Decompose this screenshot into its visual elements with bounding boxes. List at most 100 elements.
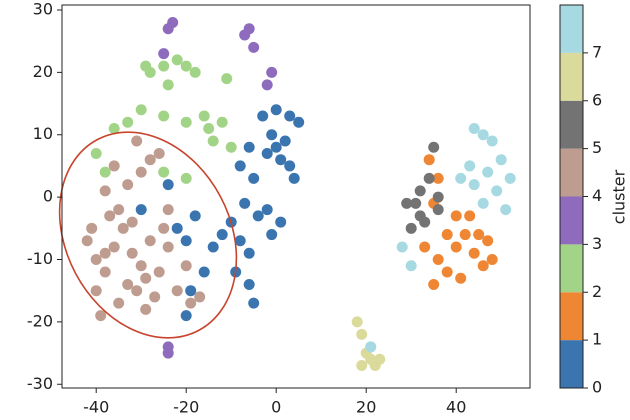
colorbar-swatch (560, 5, 583, 53)
point (504, 172, 516, 184)
point (477, 197, 489, 209)
point (248, 172, 260, 184)
point (486, 254, 498, 266)
point (495, 154, 507, 166)
point (486, 135, 498, 147)
colorbar-swatch (560, 340, 583, 388)
point (482, 166, 494, 178)
point (117, 222, 129, 234)
point (158, 166, 170, 178)
point (261, 147, 273, 159)
point (464, 210, 476, 222)
point (288, 172, 300, 184)
point (108, 160, 120, 172)
point (284, 160, 296, 172)
point (248, 297, 260, 309)
point (432, 254, 444, 266)
point (491, 185, 503, 197)
point (450, 241, 462, 253)
point (275, 154, 287, 166)
point (275, 216, 287, 228)
point (432, 204, 444, 216)
colorbar: 0 1 2 3 4 5 6 7 (559, 4, 602, 397)
point (356, 360, 368, 372)
x-tick-label: -40 (83, 398, 109, 417)
point (414, 185, 426, 197)
colorbar-swatch (560, 148, 583, 197)
plot-frame (61, 4, 531, 389)
points (81, 16, 516, 372)
point (108, 241, 120, 253)
point (468, 179, 480, 191)
point (441, 266, 453, 278)
point (356, 328, 368, 340)
point (140, 60, 152, 72)
point (162, 23, 174, 35)
point (135, 260, 147, 272)
point (135, 204, 147, 216)
point (140, 272, 152, 284)
point (216, 229, 228, 241)
point (428, 141, 440, 153)
point (194, 291, 206, 303)
point (198, 110, 210, 122)
point (185, 297, 197, 309)
x-tick-label: 40 (446, 398, 466, 417)
point (185, 285, 197, 297)
point (180, 235, 192, 247)
point (171, 285, 183, 297)
point (122, 116, 134, 128)
point (90, 285, 102, 297)
point (459, 229, 471, 241)
colorbar-tick-label: 2 (592, 282, 602, 301)
point (189, 210, 201, 222)
point (99, 266, 111, 278)
point (239, 29, 251, 41)
point (90, 147, 102, 159)
point (243, 278, 255, 290)
point (261, 204, 273, 216)
point (405, 260, 417, 272)
point (104, 210, 116, 222)
colorbar-tick-label: 7 (592, 42, 602, 61)
point (207, 135, 219, 147)
colorbar-tick-label: 4 (592, 186, 602, 205)
point (131, 285, 143, 297)
point (153, 266, 165, 278)
y-tick-label: 0 (43, 187, 53, 206)
point (351, 316, 363, 328)
point (144, 235, 156, 247)
point (81, 235, 93, 247)
point (158, 222, 170, 234)
point (477, 260, 489, 272)
point (450, 210, 462, 222)
point (180, 172, 192, 184)
point (122, 278, 134, 290)
point (243, 141, 255, 153)
point (158, 60, 170, 72)
point (203, 123, 215, 135)
point (135, 104, 147, 116)
point (234, 235, 246, 247)
point (95, 310, 107, 322)
point (428, 278, 440, 290)
colorbar-tick-label: 6 (592, 90, 602, 109)
point (423, 172, 435, 184)
point (180, 260, 192, 272)
point (198, 266, 210, 278)
colorbar-tick-label: 5 (592, 138, 602, 157)
colorbar-tick-label: 0 (592, 378, 602, 397)
point (180, 60, 192, 72)
point (180, 310, 192, 322)
point (401, 197, 413, 209)
point (279, 135, 291, 147)
point (455, 172, 467, 184)
point (293, 116, 305, 128)
point (405, 222, 417, 234)
point (266, 129, 278, 141)
point (468, 123, 480, 135)
point (189, 66, 201, 78)
colorbar-label: cluster (610, 169, 629, 224)
point (171, 222, 183, 234)
